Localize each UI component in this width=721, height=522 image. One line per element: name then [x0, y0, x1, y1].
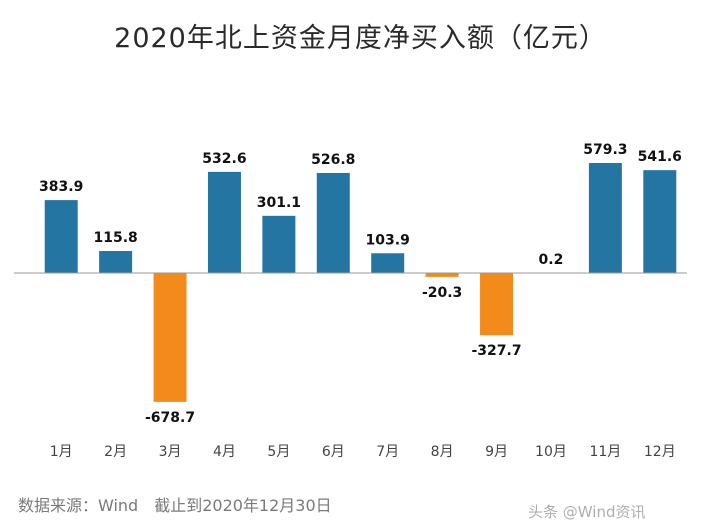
value-label-5月: 301.1 — [257, 195, 301, 211]
value-label-8月: -20.3 — [422, 285, 462, 301]
bar-3月 — [153, 273, 187, 402]
value-label-2月: 115.8 — [93, 230, 137, 246]
x-tick-4月: 4月 — [213, 444, 236, 460]
x-tick-10月: 10月 — [535, 444, 567, 460]
value-label-1月: 383.9 — [39, 179, 83, 195]
bars-group — [44, 163, 677, 402]
x-tick-2月: 2月 — [104, 444, 127, 460]
value-label-12月: 541.6 — [638, 149, 682, 165]
bar-4月 — [207, 171, 241, 273]
bar-1月 — [44, 200, 78, 273]
bar-2月 — [99, 251, 133, 273]
x-tick-6月: 6月 — [322, 444, 345, 460]
x-tick-9月: 9月 — [485, 444, 508, 460]
value-label-3月: -678.7 — [145, 410, 195, 426]
bar-8月 — [425, 273, 459, 277]
x-tick-12月: 12月 — [644, 444, 676, 460]
value-label-4月: 532.6 — [202, 151, 246, 167]
value-label-6月: 526.8 — [311, 152, 355, 168]
source-note: 数据来源：Wind 截止到2020年12月30日 — [18, 496, 332, 515]
x-tick-3月: 3月 — [159, 444, 182, 460]
x-tick-11月: 11月 — [589, 444, 621, 460]
bar-12月 — [643, 170, 677, 273]
value-label-11月: 579.3 — [583, 142, 627, 158]
watermark: 头条 @Wind资讯 — [528, 503, 646, 521]
bar-9月 — [480, 273, 514, 336]
x-tick-7月: 7月 — [376, 444, 399, 460]
bar-11月 — [588, 163, 622, 273]
value-label-10月: 0.2 — [539, 252, 564, 268]
bar-5月 — [262, 215, 296, 273]
value-label-9月: -327.7 — [471, 343, 521, 359]
x-tick-labels-group: 1月 2月 3月 4月 5月 6月 7月 8月 9月 10月 11月 12月 — [50, 444, 676, 460]
x-tick-5月: 5月 — [267, 444, 290, 460]
value-labels-group: 383.9 115.8 -678.7 532.6 301.1 526.8 103.9 -20.… — [39, 142, 682, 426]
bar-6月 — [316, 172, 350, 273]
x-tick-8月: 8月 — [431, 444, 454, 460]
bar-7月 — [371, 253, 405, 273]
chart-title: 2020年北上资金月度净买入额（亿元） — [114, 23, 607, 54]
value-label-7月: 103.9 — [366, 232, 410, 248]
x-tick-1月: 1月 — [50, 444, 73, 460]
